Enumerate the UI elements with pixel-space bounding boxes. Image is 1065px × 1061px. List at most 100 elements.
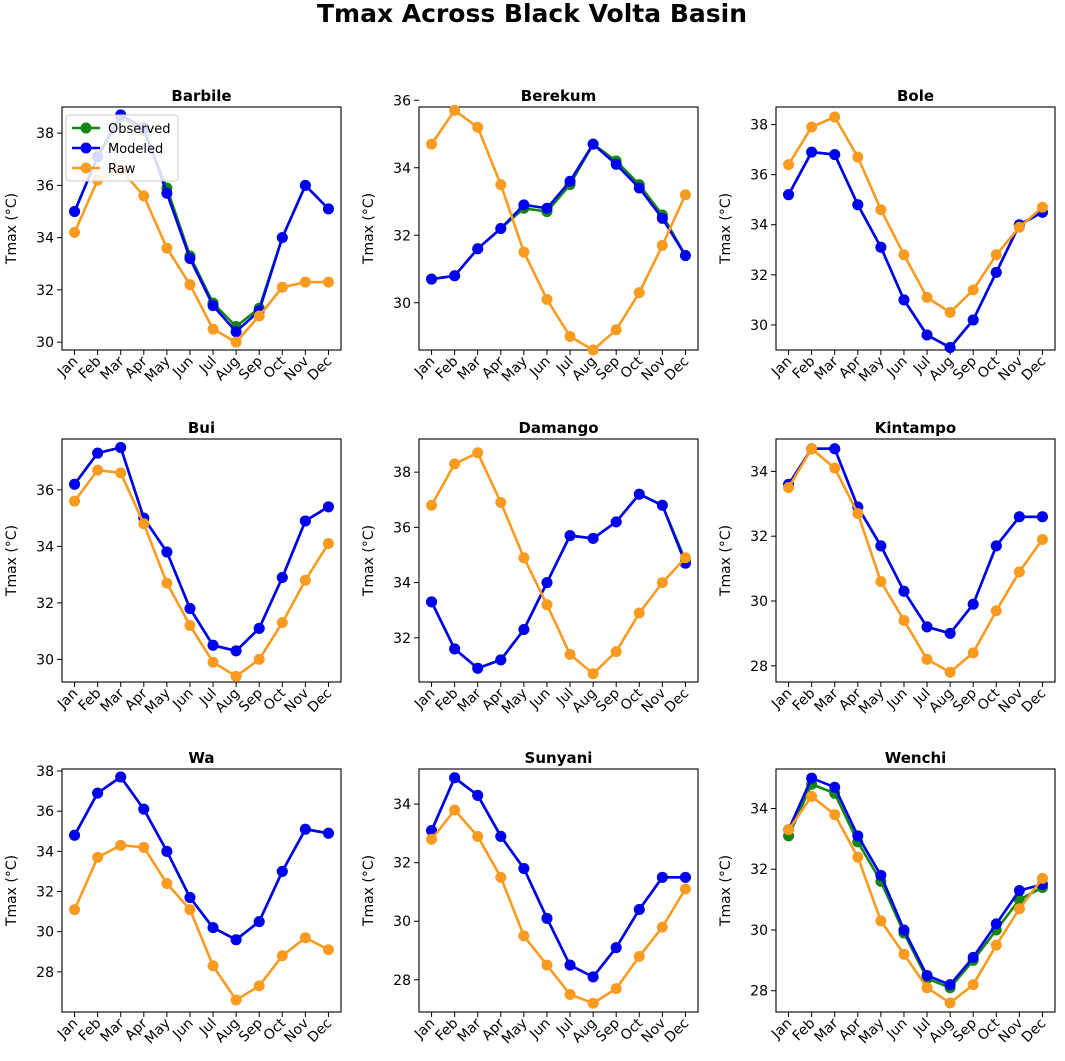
panel-title: Wa xyxy=(188,749,214,767)
series-1 xyxy=(69,771,334,946)
y-tick-label: 34 xyxy=(393,161,411,177)
data-point xyxy=(299,276,311,288)
data-point xyxy=(69,206,81,218)
x-tick-label: Jan xyxy=(768,354,795,381)
data-point xyxy=(587,138,599,150)
data-point xyxy=(207,639,219,651)
data-point xyxy=(161,577,173,589)
x-tick-label: May xyxy=(142,686,174,718)
data-point xyxy=(610,324,622,336)
x-tick-label: Jun xyxy=(526,1016,553,1043)
x-tick-label: Feb xyxy=(790,1015,819,1044)
data-point xyxy=(829,462,841,474)
data-point xyxy=(69,829,81,841)
y-tick-label: 36 xyxy=(36,804,54,820)
y-axis-label: Tmax (°C) xyxy=(4,855,20,927)
data-point xyxy=(1013,894,1025,906)
x-tick-label: Dec xyxy=(1019,1016,1049,1046)
data-point xyxy=(276,617,288,629)
data-point xyxy=(656,577,668,589)
data-point xyxy=(322,538,334,550)
data-point xyxy=(587,668,599,680)
series-line xyxy=(73,775,329,942)
data-point xyxy=(230,670,242,682)
data-point xyxy=(184,253,196,265)
y-tick-label: 34 xyxy=(750,218,768,234)
y-tick-label: 32 xyxy=(393,631,411,647)
data-point xyxy=(449,270,461,282)
series-2 xyxy=(69,464,334,682)
x-tick-label: Dec xyxy=(662,354,692,384)
series-1 xyxy=(69,441,334,657)
data-point xyxy=(783,824,795,836)
data-point xyxy=(829,809,841,821)
y-tick-label: 30 xyxy=(36,652,54,668)
series-line xyxy=(431,142,687,281)
data-point xyxy=(944,627,956,639)
data-point xyxy=(207,922,219,934)
y-tick-label: 32 xyxy=(393,228,411,244)
data-point xyxy=(207,300,219,312)
data-point xyxy=(875,540,887,552)
data-point xyxy=(472,830,484,842)
series-1 xyxy=(783,443,1048,639)
x-tick-label: Jun xyxy=(526,686,553,713)
x-tick-label: Jan xyxy=(411,1016,438,1043)
data-point xyxy=(852,199,864,211)
data-point xyxy=(806,146,818,158)
x-tick-label: Jan xyxy=(54,686,81,713)
data-point xyxy=(115,771,127,783)
data-point xyxy=(472,243,484,255)
data-point xyxy=(230,994,242,1006)
data-point xyxy=(184,892,196,904)
x-tick-label: May xyxy=(856,686,888,718)
y-tick-label: 30 xyxy=(750,318,768,334)
data-point xyxy=(184,279,196,291)
x-tick-label: Dec xyxy=(305,354,335,384)
y-tick-label: 38 xyxy=(393,465,411,481)
y-axis-label: Tmax (°C) xyxy=(718,855,734,927)
data-point xyxy=(518,199,530,211)
data-point xyxy=(783,159,795,171)
data-point xyxy=(898,948,910,960)
data-point xyxy=(875,241,887,253)
data-point xyxy=(541,202,553,214)
data-point xyxy=(967,598,979,610)
y-tick-label: 32 xyxy=(393,856,411,872)
series-2 xyxy=(783,443,1048,678)
data-point xyxy=(587,997,599,1009)
data-point xyxy=(518,552,530,564)
figure-title: Tmax Across Black Volta Basin xyxy=(317,0,747,28)
data-point xyxy=(679,189,691,201)
series-line xyxy=(430,808,687,1005)
plot-frame xyxy=(418,106,699,351)
data-point xyxy=(184,619,196,631)
series-line xyxy=(430,451,687,676)
data-point xyxy=(829,149,841,161)
data-point xyxy=(564,530,576,542)
data-point xyxy=(829,443,841,455)
data-point xyxy=(276,950,288,962)
x-tick-label: May xyxy=(499,1016,531,1048)
data-point xyxy=(161,845,173,857)
data-point xyxy=(944,306,956,318)
legend-marker xyxy=(80,142,92,154)
y-tick-label: 38 xyxy=(36,764,54,780)
data-point xyxy=(587,971,599,983)
data-point xyxy=(829,111,841,123)
data-point xyxy=(253,653,265,665)
data-point xyxy=(449,804,461,816)
series-line xyxy=(73,843,330,1002)
data-point xyxy=(276,281,288,293)
data-point xyxy=(633,607,645,619)
data-point xyxy=(1013,885,1025,896)
data-point xyxy=(426,273,438,285)
data-point xyxy=(541,599,553,611)
data-point xyxy=(426,499,438,511)
data-point xyxy=(495,830,507,842)
data-point xyxy=(921,621,933,633)
data-point xyxy=(472,789,484,801)
